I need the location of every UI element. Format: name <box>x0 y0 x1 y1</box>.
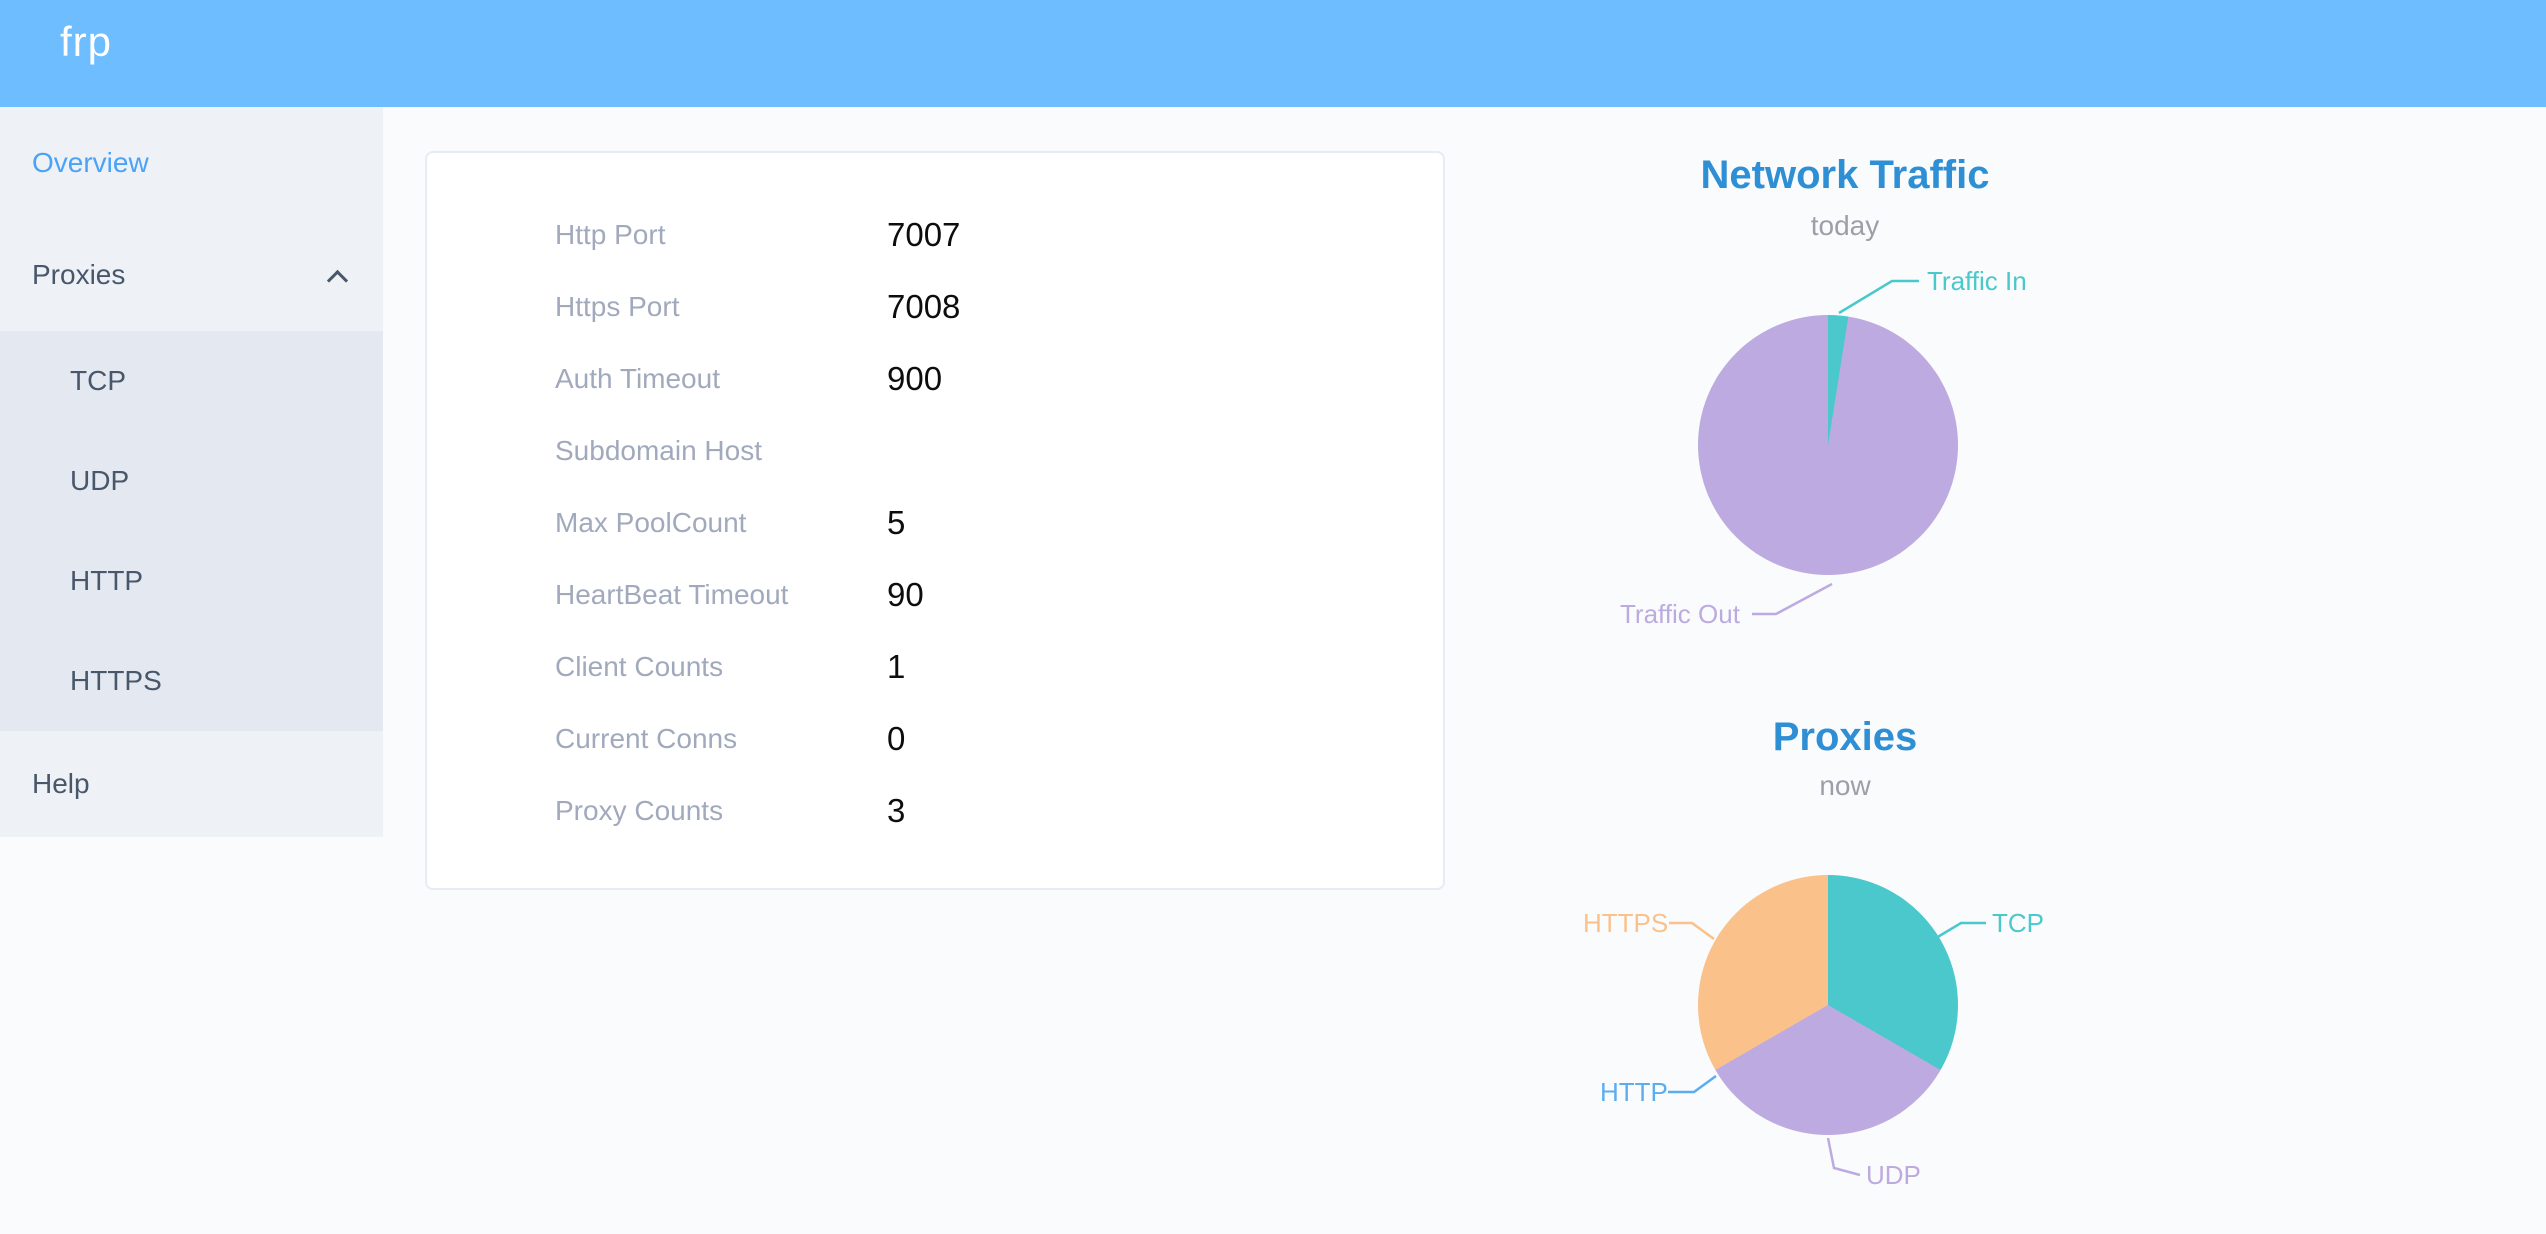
traffic-in-label: Traffic In <box>1927 266 2027 296</box>
info-label: Proxy Counts <box>555 795 724 826</box>
sidebar-item-help-label: Help <box>32 768 90 799</box>
chevron-up-icon <box>326 269 349 291</box>
info-label: Max PoolCount <box>555 507 747 538</box>
traffic-out-label: Traffic Out <box>1620 599 1740 629</box>
network-traffic-chart-subtitle: today <box>1810 210 1880 241</box>
sidebar: Overview Proxies TCP UDP HTTP HTTPS Help <box>0 107 383 837</box>
tcp-label-line <box>1935 921 1986 940</box>
info-row-auth-timeout: Auth Timeout 900 <box>427 343 1443 415</box>
info-value: 7008 <box>887 288 961 325</box>
http-slice-label: HTTP <box>1600 1077 1668 1107</box>
sidebar-item-udp-label: UDP <box>70 465 130 496</box>
info-value: 5 <box>887 504 906 541</box>
info-label: Current Conns <box>555 723 738 754</box>
sidebar-item-https-label: HTTPS <box>70 665 162 696</box>
info-value: 900 <box>887 360 943 397</box>
info-value: 0 <box>887 720 906 757</box>
info-row-max-poolcount: Max PoolCount 5 <box>427 487 1443 559</box>
info-label: Http Port <box>555 219 666 250</box>
info-row-https-port: Https Port 7008 <box>427 271 1443 343</box>
info-label: Auth Timeout <box>555 363 720 394</box>
sidebar-item-https[interactable]: HTTPS <box>0 631 383 731</box>
info-value: 90 <box>887 576 924 613</box>
sidebar-item-tcp[interactable]: TCP <box>0 331 383 431</box>
network-traffic-chart-title: Network Traffic <box>1700 153 1990 197</box>
sidebar-item-http[interactable]: HTTP <box>0 531 383 631</box>
info-row-subdomain-host: Subdomain Host <box>427 415 1443 487</box>
sidebar-item-udp[interactable]: UDP <box>0 431 383 531</box>
http-label-line <box>1668 1074 1717 1094</box>
info-row-heartbeat-timeout: HeartBeat Timeout 90 <box>427 559 1443 631</box>
sidebar-item-overview-label: Overview <box>32 147 149 178</box>
info-label: Subdomain Host <box>555 435 763 466</box>
traffic-in-label-line <box>1838 279 1919 315</box>
sidebar-item-http-label: HTTP <box>70 565 144 596</box>
info-value: 3 <box>887 792 906 829</box>
app-header: frp <box>0 0 2546 107</box>
sidebar-item-tcp-label: TCP <box>70 365 126 396</box>
tcp-slice-label: TCP <box>1992 908 2044 938</box>
udp-slice-label: UDP <box>1866 1160 1921 1190</box>
info-row-proxy-counts: Proxy Counts 3 <box>427 775 1443 847</box>
info-value: 7007 <box>887 216 961 253</box>
proxies-chart-title: Proxies <box>1772 715 1918 759</box>
sidebar-item-help[interactable]: Help <box>0 731 383 837</box>
info-value: 1 <box>887 648 906 685</box>
proxies-submenu: TCP UDP HTTP HTTPS <box>0 331 383 731</box>
info-label: Https Port <box>555 291 680 322</box>
info-row-current-conns: Current Conns 0 <box>427 703 1443 775</box>
info-label: Client Counts <box>555 651 724 682</box>
server-info-panel: Http Port 7007 Https Port 7008 Auth Time… <box>425 151 1445 890</box>
https-slice-label: HTTPS <box>1583 908 1669 938</box>
sidebar-item-proxies[interactable]: Proxies <box>0 219 383 331</box>
info-row-http-port: Http Port 7007 <box>427 199 1443 271</box>
proxies-pie[interactable] <box>1698 875 1958 1135</box>
info-row-client-counts: Client Counts 1 <box>427 631 1443 703</box>
https-label-line <box>1669 921 1715 941</box>
sidebar-item-overview[interactable]: Overview <box>0 107 383 219</box>
sidebar-item-proxies-label: Proxies <box>32 259 126 290</box>
proxies-chart-subtitle: now <box>1819 770 1871 801</box>
frp-logo: frp <box>60 18 113 65</box>
info-label: HeartBeat Timeout <box>555 579 789 610</box>
network-traffic-pie[interactable] <box>1698 315 1958 575</box>
udp-label-line <box>1826 1137 1861 1177</box>
traffic-out-label-line <box>1752 582 1833 616</box>
